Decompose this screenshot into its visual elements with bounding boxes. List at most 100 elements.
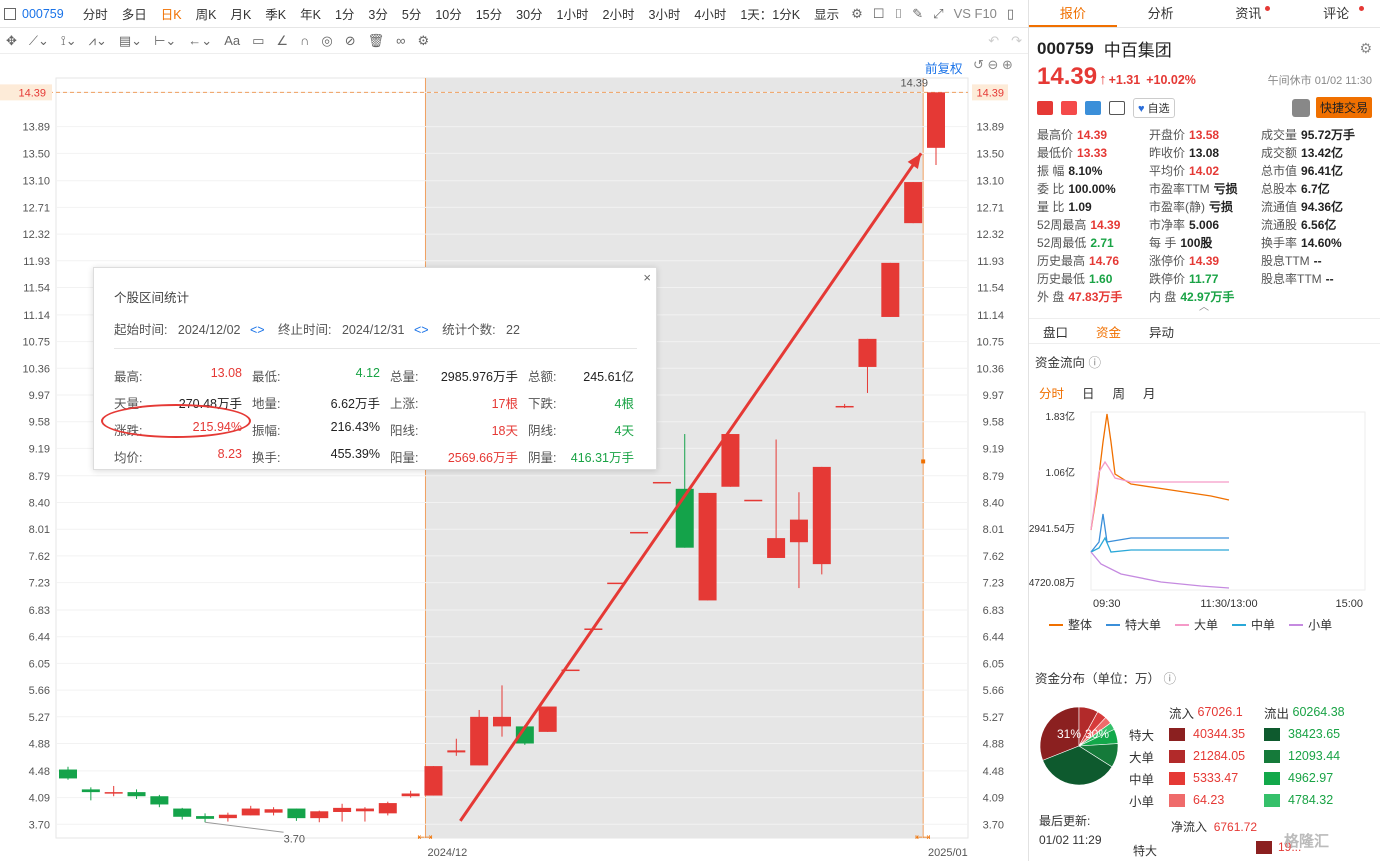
candle[interactable] [59, 766, 77, 780]
candle[interactable] [378, 801, 397, 816]
pen-icon[interactable]: ✎ [912, 5, 924, 21]
eye-icon[interactable]: ◎ [321, 32, 333, 48]
bell-icon[interactable] [1291, 98, 1310, 117]
candle[interactable] [744, 499, 763, 502]
candle[interactable] [927, 92, 945, 165]
period-tab[interactable]: 15分 [475, 8, 503, 22]
period-tab[interactable]: 显示 [814, 8, 840, 22]
kline-svg[interactable]: 14.39 14.39 13.89 13.89 13.50 13.50 13.10 13.10… [0, 54, 1028, 861]
candle[interactable] [287, 808, 306, 821]
quote-tab[interactable]: 资讯 [1205, 0, 1293, 27]
period-tab[interactable]: 季K [265, 8, 287, 22]
legend-item[interactable]: 大单 [1175, 616, 1218, 633]
panel-divider[interactable] [1028, 0, 1029, 861]
legend-item[interactable]: 特大单 [1106, 616, 1161, 633]
candle[interactable] [355, 807, 374, 822]
angle-tool-icon[interactable]: ∠ [276, 32, 289, 48]
candle[interactable] [104, 785, 123, 797]
quote-tab[interactable]: 分析 [1117, 0, 1205, 27]
subtab[interactable]: 异动 [1149, 325, 1175, 340]
period-tab[interactable]: 2小时 [602, 8, 635, 22]
candle[interactable] [241, 805, 260, 816]
period-tab[interactable]: 1天：1分K [740, 8, 801, 22]
arrow-tool-icon[interactable]: ←⌄ [188, 32, 213, 48]
magnet-icon[interactable]: ∩ [300, 33, 310, 48]
period-tab[interactable]: 5分 [401, 8, 422, 22]
comment-tool-icon[interactable]: ▭ [252, 32, 265, 48]
legend-item[interactable]: 小单 [1289, 616, 1332, 633]
period-tab[interactable]: 日K [160, 8, 182, 22]
panel-icon[interactable]: ▯ [1006, 5, 1015, 21]
candle[interactable] [196, 813, 215, 823]
gear-icon[interactable]: ⚙ [1359, 40, 1372, 56]
hide-icon[interactable]: ⊘ [344, 32, 356, 48]
line-tool-icon[interactable]: ⟋⌄ [28, 32, 49, 48]
period-tab[interactable]: 月K [230, 8, 252, 22]
flow-tab[interactable]: 日 [1082, 387, 1095, 401]
candle[interactable] [904, 182, 923, 224]
subtab[interactable]: 盘口 [1043, 325, 1069, 340]
candle[interactable] [561, 669, 580, 672]
range-tool-icon[interactable]: ⊢⌄ [154, 32, 177, 48]
period-tab[interactable]: 3小时 [648, 8, 681, 22]
candle[interactable] [652, 481, 671, 484]
link-icon[interactable]: ∞ [396, 33, 406, 48]
undo-icon[interactable]: ↶ [988, 32, 1000, 48]
restore-rights-label[interactable]: 前复权 [925, 62, 963, 76]
expand-icon[interactable]: ⤢ [933, 5, 944, 21]
info-icon[interactable]: ⓘ [1163, 672, 1177, 686]
info-icon[interactable]: ⓘ [1088, 356, 1102, 370]
flow-tab[interactable]: 分时 [1039, 387, 1065, 401]
fib-tool-icon[interactable]: ▤⌄ [118, 32, 143, 48]
candle[interactable] [858, 338, 877, 393]
quote-tab[interactable]: 报价 [1029, 0, 1117, 27]
layout-icon[interactable] [4, 7, 16, 20]
quick-trade-button[interactable]: 快捷交易 [1315, 97, 1372, 118]
period-tab[interactable]: 分时 [82, 8, 108, 22]
candle[interactable] [424, 766, 443, 796]
candle[interactable] [81, 787, 100, 801]
period-tab[interactable]: 10分 [435, 8, 462, 22]
polyline-tool-icon[interactable]: ⟟⌄ [60, 32, 77, 48]
range-handle-icon[interactable]: ⇤⇥ [915, 832, 930, 842]
candle[interactable] [264, 807, 283, 816]
stock-code[interactable]: 000759 [22, 6, 64, 21]
candle[interactable] [173, 807, 192, 820]
candle[interactable] [127, 789, 146, 799]
trash-icon[interactable]: 🗑 [367, 32, 385, 48]
candle[interactable] [607, 582, 626, 585]
gear-icon[interactable]: ⚙ [851, 5, 863, 21]
candle[interactable] [470, 709, 489, 766]
redo-icon[interactable]: ↷ [1011, 32, 1022, 48]
candle[interactable] [721, 434, 740, 487]
tag-icon[interactable] [1085, 100, 1101, 115]
chart-zoom-controls[interactable]: ↺ ⊖ ⊕ [973, 57, 1013, 72]
kline-chart[interactable]: 14.39 14.39 13.89 13.89 13.50 13.50 13.10 13.10… [0, 54, 1028, 861]
flow-tab[interactable]: 周 [1112, 387, 1126, 401]
wave-tool-icon[interactable]: ⩘⌄ [88, 32, 107, 48]
candle[interactable] [698, 492, 717, 601]
subtab[interactable]: 资金 [1096, 325, 1122, 340]
period-tab[interactable]: 年K [300, 8, 321, 22]
legend-item[interactable]: 中单 [1232, 616, 1275, 633]
add-favorite-button[interactable]: ♥ 自选 [1133, 97, 1175, 118]
period-tab[interactable]: 周K [195, 8, 217, 22]
period-tab[interactable]: 1小时 [556, 8, 589, 22]
text-tool-icon[interactable]: Aa [224, 33, 241, 48]
candle[interactable] [881, 262, 900, 317]
period-tab[interactable]: 3分 [368, 8, 388, 22]
move-icon[interactable]: ✥ [6, 32, 17, 48]
flow-tab[interactable]: 月 [1143, 387, 1156, 401]
candle[interactable] [333, 803, 352, 822]
flow-chart[interactable]: 1.83亿 1.06亿 2941.54万 -4720.08万 09:30 11:30/13… [1029, 402, 1380, 612]
candle[interactable] [767, 439, 786, 558]
period-tab[interactable]: 30分 [516, 8, 543, 22]
range-adjust-icon[interactable]: <> [249, 323, 265, 337]
candle[interactable] [218, 812, 237, 822]
period-tab[interactable]: 多日 [121, 8, 147, 22]
candle[interactable] [538, 706, 557, 732]
candle[interactable] [493, 685, 511, 737]
candle[interactable] [401, 790, 420, 798]
candle[interactable] [150, 794, 169, 808]
square-icon[interactable]: ☐ [872, 5, 885, 21]
